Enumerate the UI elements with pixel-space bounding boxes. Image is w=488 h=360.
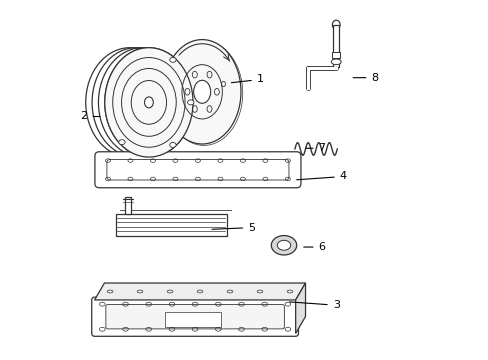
Bar	[333, 25, 338, 67]
Ellipse shape	[119, 140, 125, 145]
Ellipse shape	[330, 59, 341, 65]
Ellipse shape	[169, 143, 176, 147]
Ellipse shape	[332, 20, 340, 30]
Polygon shape	[295, 283, 305, 333]
Polygon shape	[94, 283, 305, 300]
Text: 5: 5	[212, 222, 255, 233]
Ellipse shape	[144, 97, 153, 108]
Text: 2: 2	[80, 112, 100, 121]
FancyBboxPatch shape	[95, 152, 300, 188]
Text: 7: 7	[305, 143, 325, 153]
Text: 6: 6	[303, 242, 325, 252]
Ellipse shape	[271, 235, 296, 255]
Bar	[164, 312, 221, 327]
FancyBboxPatch shape	[107, 159, 288, 180]
FancyBboxPatch shape	[105, 305, 284, 329]
Bar	[331, 52, 340, 58]
Text: 3: 3	[289, 300, 339, 310]
Ellipse shape	[163, 40, 241, 144]
Ellipse shape	[277, 240, 290, 250]
Ellipse shape	[187, 100, 194, 105]
Text: 8: 8	[352, 73, 378, 83]
Ellipse shape	[104, 48, 193, 157]
Bar	[124, 197, 131, 213]
Polygon shape	[116, 213, 226, 236]
Ellipse shape	[169, 57, 176, 62]
Ellipse shape	[193, 80, 210, 103]
Text: 1: 1	[231, 75, 264, 85]
FancyBboxPatch shape	[92, 297, 298, 336]
Text: 4: 4	[296, 171, 346, 181]
